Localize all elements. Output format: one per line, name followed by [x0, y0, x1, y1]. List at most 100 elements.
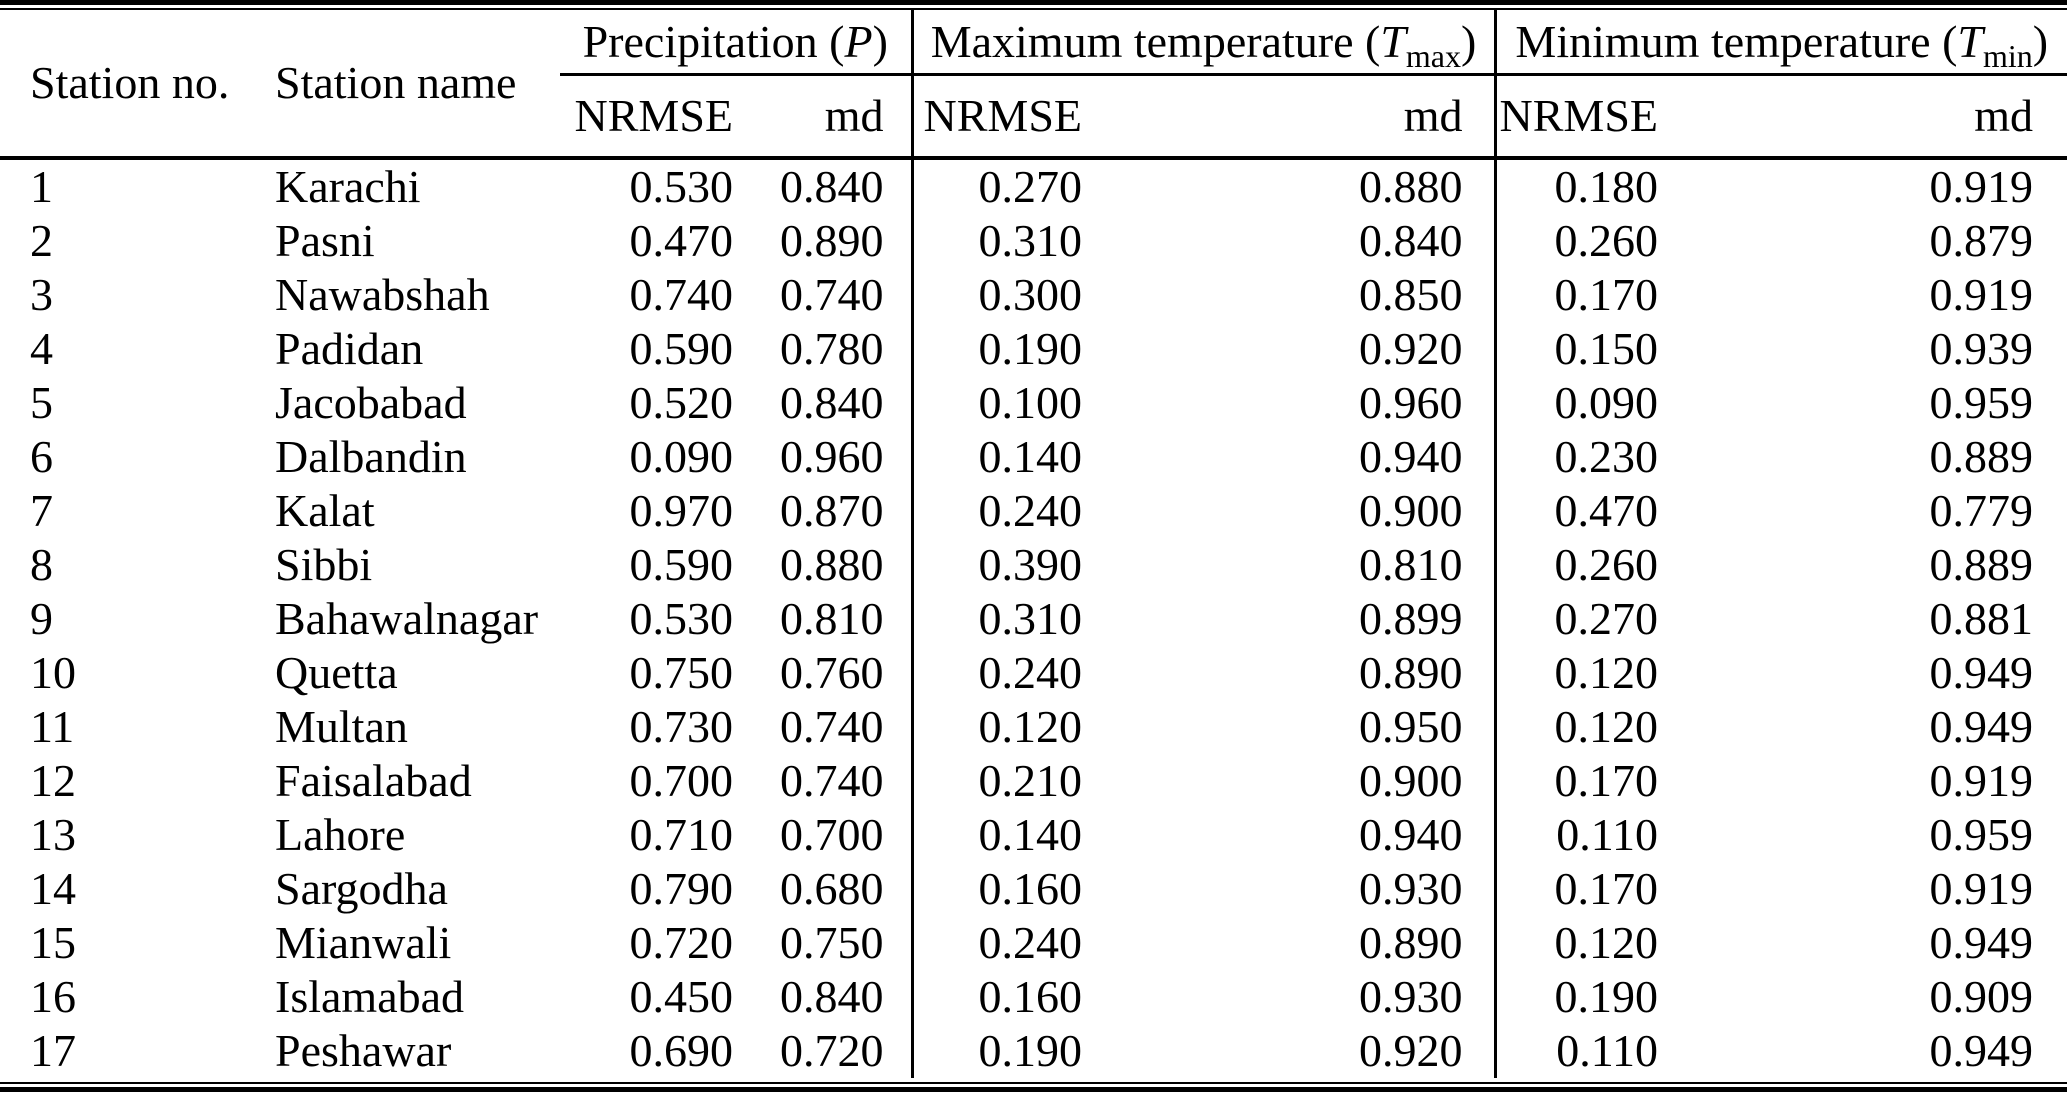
cell-tmax-nrmse: 0.140: [978, 809, 1083, 860]
cell-tmax-nrmse: 0.390: [978, 539, 1083, 590]
table-row: 15 Mianwali 0.720 0.750 0.240 0.890 0.120 0.949: [0, 916, 2067, 970]
cell-no: 6: [30, 431, 53, 482]
group-header-precipitation: Precipitation (P): [560, 10, 914, 76]
cell-p-nrmse: 0.470: [629, 215, 734, 266]
cell-p-nrmse: 0.700: [629, 755, 734, 806]
cell-tmax-md: 0.850: [1094, 268, 1497, 322]
cell-p-md: 0.740: [745, 754, 914, 808]
subheader-tmin-md: md: [1670, 74, 2067, 160]
cell-tmin-nrmse: 0.270: [1554, 593, 1659, 644]
cell-p-nrmse: 0.730: [629, 701, 734, 752]
cell-no: 7: [30, 485, 53, 536]
top-thin-rule: [0, 8, 2067, 10]
cell-name: Karachi: [275, 161, 421, 212]
cell-tmin-md: 0.959: [1929, 377, 2034, 428]
cell-no: 3: [30, 269, 53, 320]
cell-tmax-md: 0.930: [1094, 862, 1497, 916]
cell-p-nrmse: 0.790: [629, 863, 734, 914]
cell-no: 4: [30, 323, 53, 374]
variable-subscript: max: [1405, 37, 1461, 74]
cell-p-nrmse: 0.590: [629, 539, 734, 590]
cell-tmin-md: 0.919: [1929, 161, 2034, 212]
table-row: 7 Kalat 0.970 0.870 0.240 0.900 0.470 0.779: [0, 484, 2067, 538]
cell-tmin-md: 0.949: [1929, 647, 2034, 698]
cell-p-nrmse: 0.690: [629, 1025, 734, 1076]
cell-p-nrmse: 0.710: [629, 809, 734, 860]
cell-tmax-nrmse: 0.160: [978, 863, 1083, 914]
cell-tmax-nrmse: 0.240: [978, 647, 1083, 698]
bottom-thick-rule: [0, 1087, 2067, 1092]
cell-name: Kalat: [275, 485, 375, 536]
cell-tmax-md: 0.930: [1094, 970, 1497, 1024]
cell-p-nrmse: 0.970: [629, 485, 734, 536]
cell-tmin-md: 0.879: [1929, 215, 2034, 266]
cell-p-md: 0.840: [745, 376, 914, 430]
cell-tmin-md: 0.889: [1929, 431, 2034, 482]
table-row: 14 Sargodha 0.790 0.680 0.160 0.930 0.170 0.919: [0, 862, 2067, 916]
cell-p-md: 0.760: [745, 646, 914, 700]
cell-tmax-nrmse: 0.190: [978, 323, 1083, 374]
column-header-station-name: Station name: [275, 10, 560, 160]
variable-symbol: T: [1380, 15, 1406, 67]
cell-p-md: 0.810: [745, 592, 914, 646]
cell-tmin-nrmse: 0.190: [1554, 971, 1659, 1022]
cell-name: Islamabad: [275, 971, 465, 1022]
cell-name: Padidan: [275, 323, 424, 374]
cell-tmin-nrmse: 0.150: [1554, 323, 1659, 374]
cell-no: 1: [30, 161, 53, 212]
group-label-text: Minimum temperature (: [1515, 15, 1958, 67]
cell-no: 17: [30, 1025, 76, 1076]
cell-p-md: 0.840: [745, 158, 914, 214]
variable-symbol: T: [1957, 15, 1984, 67]
cell-tmin-md: 0.919: [1929, 755, 2034, 806]
group-label-suffix: ): [1461, 15, 1477, 67]
cell-name: Bahawalnagar: [275, 593, 539, 644]
cell-tmin-nrmse: 0.260: [1554, 215, 1659, 266]
cell-tmin-nrmse: 0.120: [1554, 701, 1659, 752]
cell-p-nrmse: 0.520: [629, 377, 734, 428]
cell-tmin-nrmse: 0.090: [1554, 377, 1659, 428]
cell-tmin-nrmse: 0.120: [1554, 647, 1659, 698]
subheader-p-md: md: [745, 74, 914, 160]
cell-tmin-nrmse: 0.170: [1554, 269, 1659, 320]
cell-tmax-md: 0.899: [1094, 592, 1497, 646]
cell-tmax-nrmse: 0.310: [978, 215, 1083, 266]
cell-tmin-nrmse: 0.110: [1556, 1025, 1659, 1076]
cell-tmax-nrmse: 0.140: [978, 431, 1083, 482]
cell-tmin-md: 0.889: [1929, 539, 2034, 590]
cell-p-nrmse: 0.740: [629, 269, 734, 320]
cell-tmax-md: 0.810: [1094, 538, 1497, 592]
group-label-suffix: ): [872, 15, 888, 67]
station-statistics-table: Station no. Station name Precipitation (…: [0, 10, 2067, 1078]
metric-header-row: NRMSE md NRMSE md NRMSE md: [0, 74, 2067, 160]
cell-no: 14: [30, 863, 76, 914]
cell-p-md: 0.840: [745, 970, 914, 1024]
table-row: 12 Faisalabad 0.700 0.740 0.210 0.900 0.170 0.9…: [0, 754, 2067, 808]
table-row: 10 Quetta 0.750 0.760 0.240 0.890 0.120 0.949: [0, 646, 2067, 700]
cell-tmax-md: 0.900: [1094, 754, 1497, 808]
cell-name: Mianwali: [275, 917, 452, 968]
table-row: 17 Peshawar 0.690 0.720 0.190 0.920 0.110 0.949: [0, 1024, 2067, 1078]
cell-p-nrmse: 0.590: [629, 323, 734, 374]
cell-tmax-md: 0.880: [1094, 158, 1497, 214]
cell-tmax-md: 0.890: [1094, 646, 1497, 700]
cell-p-nrmse: 0.450: [629, 971, 734, 1022]
table-row: 4 Padidan 0.590 0.780 0.190 0.920 0.150 0.939: [0, 322, 2067, 376]
table-row: 3 Nawabshah 0.740 0.740 0.300 0.850 0.170 0.919: [0, 268, 2067, 322]
group-header-row: Station no. Station name Precipitation (…: [0, 10, 2067, 160]
group-label-text: Precipitation (: [582, 15, 845, 67]
cell-tmax-nrmse: 0.310: [978, 593, 1083, 644]
cell-name: Pasni: [275, 215, 375, 266]
cell-tmax-nrmse: 0.300: [978, 269, 1083, 320]
cell-name: Quetta: [275, 647, 398, 698]
cell-no: 9: [30, 593, 53, 644]
cell-tmin-nrmse: 0.120: [1554, 917, 1659, 968]
cell-p-md: 0.880: [745, 538, 914, 592]
cell-p-nrmse: 0.530: [629, 161, 734, 212]
subheader-tmax-nrmse: NRMSE: [912, 74, 1094, 160]
cell-p-md: 0.870: [745, 484, 914, 538]
cell-name: Faisalabad: [275, 755, 472, 806]
cell-no: 11: [30, 701, 75, 752]
cell-tmax-md: 0.890: [1094, 916, 1497, 970]
